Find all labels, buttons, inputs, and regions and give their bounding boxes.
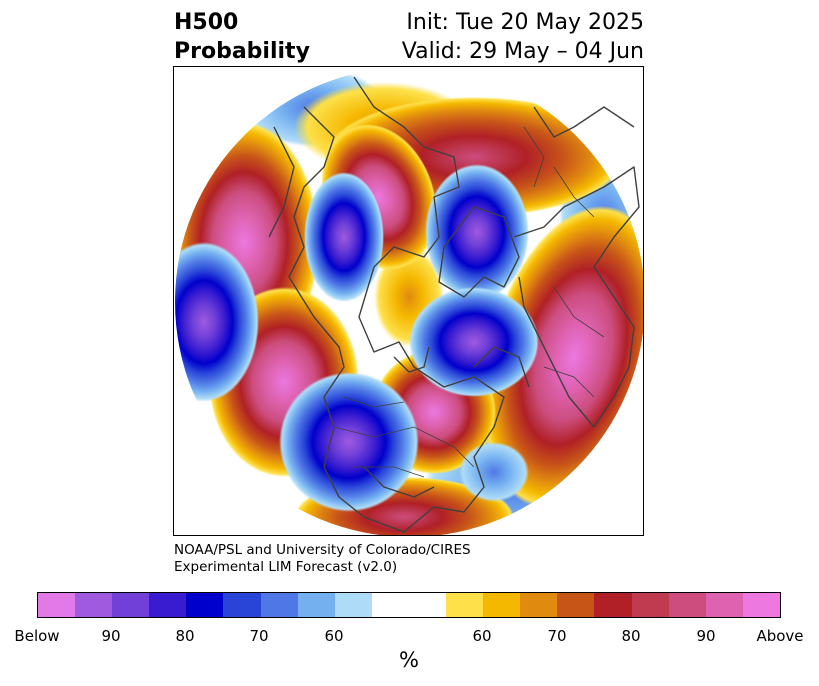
colorbar-segment	[75, 593, 113, 617]
borders	[333, 126, 605, 478]
colorbar-segment	[668, 593, 706, 617]
colorbar-segment	[483, 593, 521, 617]
colorbar-tick-label: 60	[472, 627, 492, 645]
probability-map	[175, 67, 643, 535]
title-line-variable: H500	[174, 10, 239, 35]
colorbar-unit-label: %	[399, 648, 419, 672]
colorbar-segment	[186, 593, 224, 617]
credit-line-org: NOAA/PSL and University of Colorado/CIRE…	[174, 542, 471, 558]
colorbar-tick-label: 90	[696, 627, 716, 645]
colorbar-tick-label: Below	[14, 627, 60, 645]
colorbar-tick-label: Above	[756, 627, 804, 645]
colorbar-segment	[446, 593, 484, 617]
colorbar-tick-label: 80	[175, 627, 195, 645]
colorbar-segment	[260, 593, 298, 617]
colorbar-tick-label: 80	[621, 627, 641, 645]
colorbar-tick-label: 70	[547, 627, 567, 645]
coastlines	[268, 76, 640, 533]
title-line-type: Probability	[174, 39, 310, 64]
colorbar-segment	[112, 593, 150, 617]
probability-field	[175, 67, 643, 535]
colorbar-segment	[297, 593, 335, 617]
colorbar-tick-label: 70	[249, 627, 269, 645]
valid-date: Valid: 29 May – 04 Jun	[401, 39, 644, 64]
forecast-dates: Init: Tue 20 May 2025 Valid: 29 May – 04…	[402, 8, 644, 66]
map-title: H500 Probability	[174, 8, 310, 66]
colorbar-segment	[38, 593, 76, 617]
init-date: Init: Tue 20 May 2025	[406, 10, 644, 35]
colorbar-segment	[705, 593, 743, 617]
colorbar-segment	[557, 593, 595, 617]
colorbar-tick-label: 60	[324, 627, 344, 645]
colorbar-segment	[408, 593, 447, 617]
colorbar-segment	[371, 593, 409, 617]
colorbar-tick-label: 90	[101, 627, 121, 645]
colorbar-segment	[631, 593, 669, 617]
colorbar-segment	[742, 593, 780, 617]
colorbar-segment	[594, 593, 632, 617]
credit-line-model: Experimental LIM Forecast (v2.0)	[174, 559, 398, 575]
credit-text: NOAA/PSL and University of Colorado/CIRE…	[174, 542, 471, 576]
colorbar-segment	[334, 593, 372, 617]
colorbar-segment	[223, 593, 261, 617]
colorbar-segment	[520, 593, 558, 617]
map-panel	[173, 66, 644, 536]
colorbar-segment	[149, 593, 187, 617]
colorbar	[37, 592, 781, 618]
